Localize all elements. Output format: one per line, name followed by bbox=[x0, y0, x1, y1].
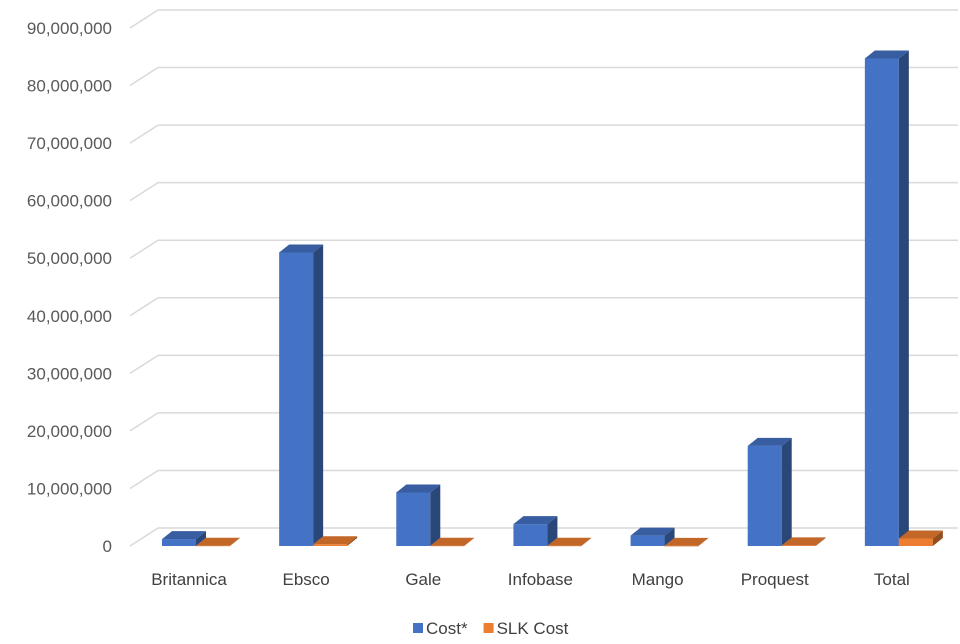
legend-label-cost: Cost* bbox=[426, 619, 468, 638]
bar-top-slk-cost-total bbox=[898, 530, 943, 539]
bar-cost-gale[interactable] bbox=[396, 492, 431, 546]
bar-top-slk-cost-britannica bbox=[196, 537, 240, 546]
bar-slk-cost-infobase[interactable] bbox=[547, 545, 582, 547]
bar-top-cost-britannica bbox=[162, 531, 206, 540]
x-tick-label-mango: Mango bbox=[632, 570, 684, 589]
bar-side-cost-total bbox=[898, 50, 909, 546]
x-tick-label-total: Total bbox=[874, 570, 910, 589]
bar-slk-cost-proquest[interactable] bbox=[781, 545, 816, 546]
bar-cost-ebsco[interactable] bbox=[279, 252, 314, 546]
gridline-depth-1 bbox=[129, 469, 159, 490]
bar-side-slk-cost-ebsco bbox=[347, 536, 358, 546]
bar-side-slk-cost-proquest bbox=[815, 537, 826, 546]
bar-slk-cost-britannica[interactable] bbox=[196, 545, 230, 547]
y-tick-label: 50,000,000 bbox=[27, 249, 112, 268]
gridline-depth-0 bbox=[129, 527, 159, 547]
y-tick-label: 30,000,000 bbox=[27, 364, 112, 383]
bar-top-cost-total bbox=[864, 50, 909, 59]
bar-top-slk-cost-gale bbox=[430, 537, 475, 546]
x-tick-label-proquest: Proquest bbox=[741, 570, 809, 589]
bar-slk-cost-ebsco[interactable] bbox=[313, 544, 348, 546]
gridline-depth-9 bbox=[129, 9, 159, 29]
bar-slk-cost-gale[interactable] bbox=[430, 545, 465, 547]
bar-cost-britannica[interactable] bbox=[162, 539, 196, 546]
legend-label-slk-cost: SLK Cost bbox=[497, 619, 569, 638]
bar-cost-mango[interactable] bbox=[630, 535, 665, 546]
y-tick-label: 60,000,000 bbox=[27, 192, 112, 211]
bar-top-cost-mango bbox=[630, 527, 675, 536]
bar-top-slk-cost-ebsco bbox=[313, 536, 358, 545]
bar-top-slk-cost-proquest bbox=[781, 537, 826, 546]
bar-top-slk-cost-infobase bbox=[547, 537, 592, 546]
gridline-depth-5 bbox=[129, 239, 159, 259]
bar-top-slk-cost-mango bbox=[664, 537, 709, 546]
legend-swatch-slk-cost bbox=[483, 623, 494, 633]
bar-slk-cost-mango[interactable] bbox=[664, 545, 699, 547]
gridline-depth-4 bbox=[129, 297, 159, 317]
y-tick-label: 70,000,000 bbox=[27, 134, 112, 153]
gridline-depth-3 bbox=[129, 354, 159, 374]
bar-cost-proquest[interactable] bbox=[747, 445, 782, 546]
bar-side-slk-cost-infobase bbox=[581, 537, 592, 546]
bar-cost-total[interactable] bbox=[864, 58, 899, 546]
x-tick-label-infobase: Infobase bbox=[508, 570, 573, 589]
bar-side-cost-mango bbox=[664, 527, 675, 546]
bar-side-cost-infobase bbox=[547, 516, 558, 546]
legend-swatch-cost bbox=[413, 623, 423, 633]
y-tick-label: 10,000,000 bbox=[27, 479, 112, 498]
x-tick-label-ebsco: Ebsco bbox=[283, 570, 330, 589]
bar-side-slk-cost-total bbox=[932, 530, 943, 546]
bar-side-cost-ebsco bbox=[313, 244, 324, 546]
gridline-depth-6 bbox=[129, 182, 159, 202]
gridline-depth-2 bbox=[129, 412, 159, 432]
y-tick-label: 40,000,000 bbox=[27, 307, 112, 326]
x-tick-label-britannica: Britannica bbox=[151, 570, 227, 589]
x-tick-label-gale: Gale bbox=[405, 570, 441, 589]
bar-side-slk-cost-britannica bbox=[230, 537, 240, 546]
bar-slk-cost-total[interactable] bbox=[898, 538, 933, 546]
bar-cost-infobase[interactable] bbox=[513, 524, 548, 546]
bar-top-cost-infobase bbox=[513, 516, 558, 525]
bar-top-cost-ebsco bbox=[279, 244, 324, 253]
bar-side-slk-cost-mango bbox=[698, 537, 709, 546]
y-tick-label: 90,000,000 bbox=[27, 19, 112, 38]
bar-top-cost-gale bbox=[396, 484, 441, 493]
bar-side-cost-proquest bbox=[781, 437, 792, 546]
gridline-depth-7 bbox=[129, 124, 159, 144]
bar-side-slk-cost-gale bbox=[464, 537, 475, 546]
y-tick-label: 80,000,000 bbox=[27, 77, 112, 96]
bar-side-cost-britannica bbox=[196, 531, 206, 546]
bar-top-cost-proquest bbox=[747, 437, 792, 446]
y-tick-label: 20,000,000 bbox=[27, 422, 112, 441]
y-tick-label: 0 bbox=[103, 537, 112, 556]
bar-side-cost-gale bbox=[430, 484, 441, 546]
gridline-depth-8 bbox=[129, 66, 159, 87]
